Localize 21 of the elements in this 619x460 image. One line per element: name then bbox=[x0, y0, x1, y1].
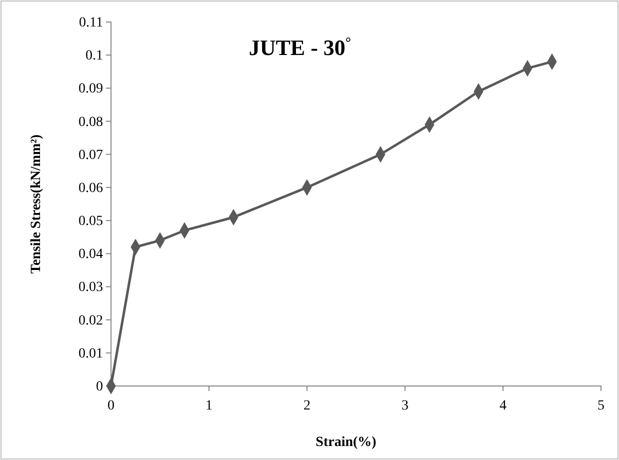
x-tick-label: 4 bbox=[500, 398, 506, 414]
y-tick-label: 0.08 bbox=[78, 114, 103, 130]
y-tick-label: 0 bbox=[96, 379, 103, 394]
y-tick-label: 0.02 bbox=[78, 313, 103, 328]
y-tick-label: 0.1 bbox=[86, 48, 103, 64]
y-tick-label: 0.06 bbox=[78, 180, 103, 196]
y-tick-label: 0.11 bbox=[79, 15, 103, 30]
text: JUTE - 30$^{°}$ bbox=[248, 35, 352, 60]
y-axis-title: Tensile Stress(kN/mm²) bbox=[29, 134, 44, 274]
y-tick-label: 0.01 bbox=[78, 346, 103, 362]
x-axis-title: Strain(%) bbox=[316, 435, 377, 450]
y-tick-label: 0.09 bbox=[78, 82, 103, 97]
x-tick-label: 1 bbox=[206, 398, 212, 414]
x-tick-label: 3 bbox=[402, 398, 408, 414]
x-tick-label: 2 bbox=[304, 398, 310, 414]
y-tick-label: 0.04 bbox=[78, 247, 103, 262]
x-tick-label: 0 bbox=[108, 398, 114, 414]
y-tick-label: 0.03 bbox=[78, 280, 103, 296]
y-tick-label: 0.05 bbox=[78, 214, 103, 230]
x-tick-label: 5 bbox=[598, 398, 604, 414]
y-tick-label: 0.07 bbox=[78, 148, 103, 163]
